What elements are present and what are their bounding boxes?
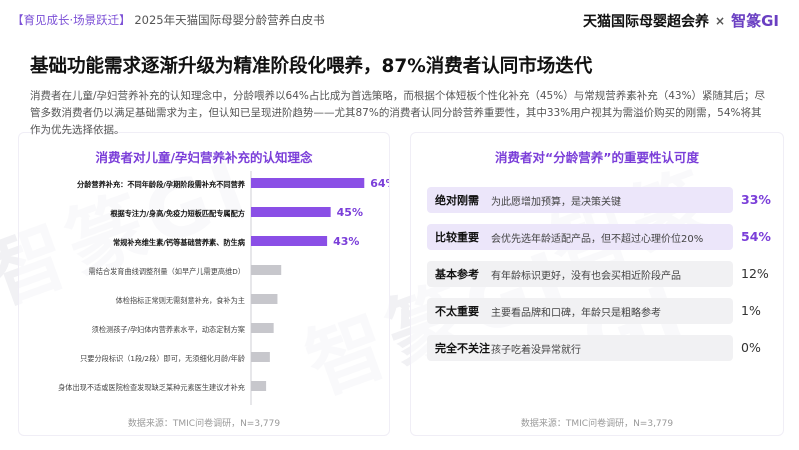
importance-row: 比较重要 会优先选年龄适配产品，但不超过心理价位20% [427, 224, 733, 250]
category-label: 须检测孩子/孕妇体内营养素水平，动态定制方案 [92, 325, 245, 334]
awareness-chart-title: 消费者对儿童/孕妇营养补充的认知理念 [95, 150, 313, 165]
chart-bar [251, 294, 278, 304]
awareness-chart-panel: 消费者对儿童/孕妇营养补充的认知理念 分龄营养补充：不同年龄段/孕期阶段需补充不… [18, 132, 390, 436]
awareness-bar-chart: 分龄营养补充：不同年龄段/孕期阶段需补充不同营养 64% 根据专注力/身高/免疫力短… [58, 171, 389, 405]
chart-bar [251, 178, 365, 188]
data-label: 43% [333, 235, 359, 248]
category-label: 需结合发育曲线调整剂量（如早产儿需更高维D） [89, 267, 245, 276]
chart-bar [251, 323, 274, 333]
importance-row: 完全不关注 孩子吃着没异常就行 [427, 335, 733, 361]
importance-description: 有年龄标识更好，没有也会买相近阶段产品 [491, 270, 681, 282]
importance-description: 孩子吃着没异常就行 [491, 344, 581, 356]
tmall-logo: 天猫国际母婴超会养 [583, 13, 710, 30]
importance-description: 为此愿增加预算，是决策关键 [491, 196, 621, 208]
importance-description: 主要看品牌和口碑，年龄只是粗略参考 [491, 307, 661, 319]
category-label: 身体出现不适或医院检查发现缺乏某种元素医生建议才补充 [58, 383, 245, 392]
importance-description: 会优先选年龄适配产品，但不超过心理价位20% [491, 233, 704, 245]
importance-label: 比较重要 [435, 231, 479, 244]
page-title: 基础功能需求逐渐升级为精准阶段化喂养，87%消费者认同市场迭代 [30, 56, 593, 77]
importance-label: 完全不关注 [435, 342, 490, 355]
breadcrumb: 【育见成长·场景跃迁】 2025年天猫国际母婴分龄营养白皮书 [12, 12, 325, 28]
awareness-chart-source: 数据来源：TMIC问卷调研，N=3,779 [127, 419, 281, 429]
importance-value: 1% [741, 303, 761, 318]
importance-panel: 消费者对“分龄营养”的重要性认可度 绝对刚需 为此愿增加预算，是决策关键 33% 比较… [410, 132, 784, 436]
importance-value: 54% [741, 229, 771, 244]
importance-label: 绝对刚需 [435, 194, 479, 207]
breadcrumb-tag: 育见成长·场景跃迁 [23, 13, 120, 27]
data-label: 45% [337, 206, 363, 219]
importance-value: 33% [741, 192, 771, 207]
category-label: 常规补充维生素/钙等基础营养素、防生病 [113, 238, 246, 247]
category-label: 分龄营养补充：不同年龄段/孕期阶段需补充不同营养 [77, 180, 246, 189]
data-label: 64% [370, 177, 389, 190]
category-label: 只要分段标识（1段/2段）即可，无须细化月龄/年龄 [80, 354, 245, 363]
importance-row: 绝对刚需 为此愿增加预算，是决策关键 [427, 187, 733, 213]
importance-row: 不太重要 主要看品牌和口碑，年龄只是粗略参考 [427, 298, 733, 324]
importance-title: 消费者对“分龄营养”的重要性认可度 [495, 150, 699, 165]
logo-separator: × [715, 13, 726, 28]
importance-value: 0% [741, 340, 761, 355]
brand-logos: 天猫国际母婴超会养 × 智篆GI [583, 10, 779, 31]
lead-paragraph: 消费者在儿童/孕妇营养补充的认知理念中，分龄喂养以64%占比成为首选策略，而根据… [30, 90, 766, 136]
zhizhuan-logo: 智篆GI [731, 12, 779, 30]
importance-label: 基本参考 [435, 268, 479, 281]
chart-bar [251, 207, 331, 217]
chart-bar [251, 352, 270, 362]
importance-source: 数据来源：TMIC问卷调研，N=3,779 [520, 419, 674, 429]
breadcrumb-bracket-open: 【 [12, 13, 24, 27]
importance-row: 基本参考 有年龄标识更好，没有也会买相近阶段产品 [427, 261, 733, 287]
category-label: 体检指标正常则无需刻意补充，食补为主 [116, 296, 245, 305]
category-label: 根据专注力/身高/免疫力短板匹配专属配方 [110, 209, 245, 218]
header-bar: 【育见成长·场景跃迁】 2025年天猫国际母婴分龄营养白皮书 天猫国际母婴超会养… [12, 8, 787, 34]
importance-value: 12% [741, 266, 769, 281]
document-title: 2025年天猫国际母婴分龄营养白皮书 [134, 13, 325, 27]
chart-bar [251, 265, 282, 275]
breadcrumb-bracket-close: 】 [119, 13, 131, 27]
chart-bar [251, 236, 328, 246]
importance-label: 不太重要 [435, 305, 479, 318]
chart-bar [251, 381, 267, 391]
